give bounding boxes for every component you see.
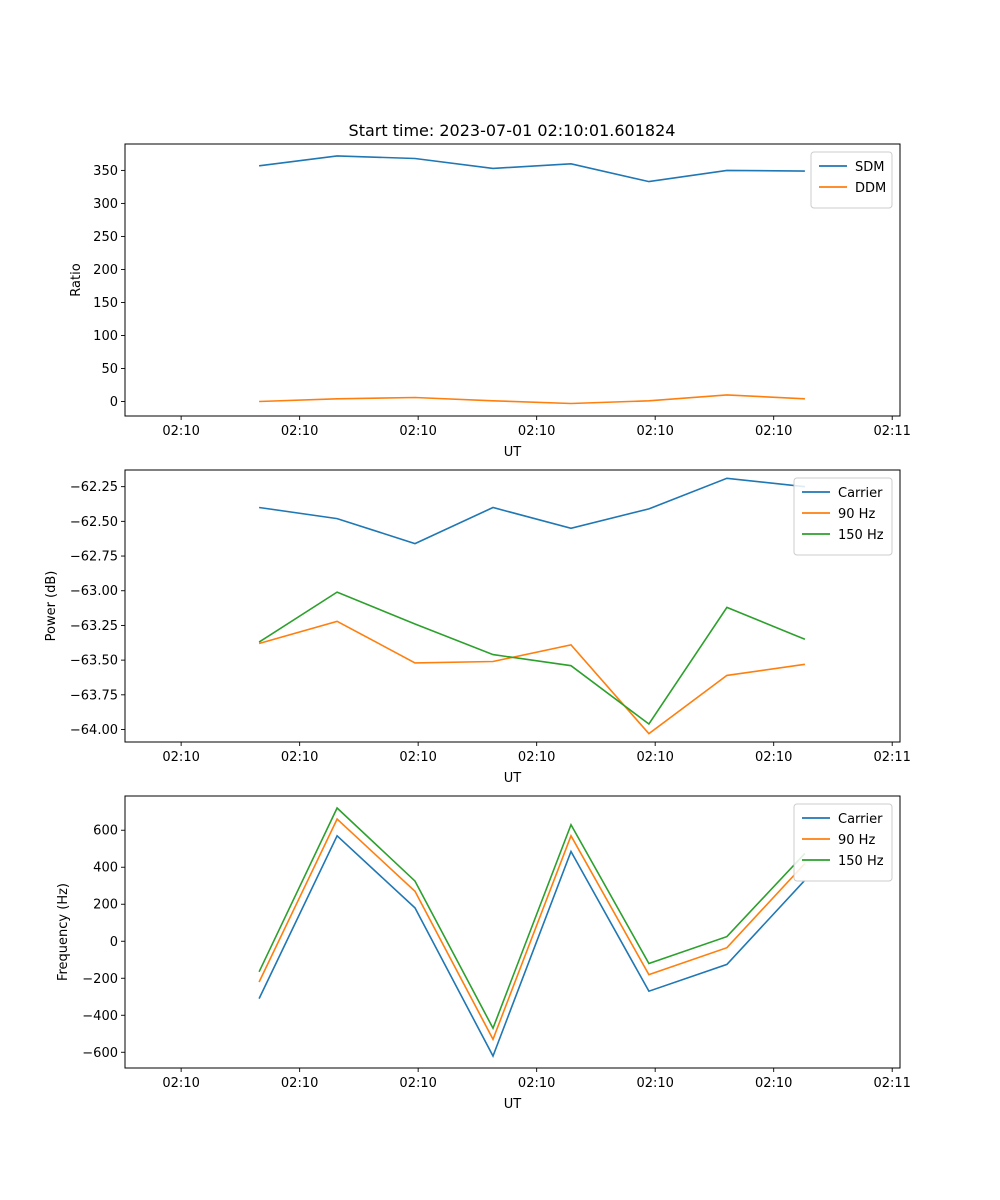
series-line-ddm	[259, 394, 805, 405]
x-tick-label: 02:10	[636, 1076, 673, 1091]
series-line-sdm	[258, 155, 805, 183]
x-axis-label: UT	[504, 445, 522, 460]
x-tick-label: 02:10	[636, 424, 673, 439]
y-tick-label: 350	[93, 164, 118, 179]
x-tick-label: 02:10	[518, 750, 555, 765]
x-tick-label: 02:10	[281, 424, 318, 439]
series-line-carrier	[258, 477, 805, 545]
y-tick-label: −400	[82, 1009, 118, 1024]
x-tick-label: 02:10	[162, 424, 199, 439]
x-tick-label: 02:10	[399, 424, 436, 439]
series-line-150-hz	[258, 591, 806, 726]
y-tick-label: 400	[93, 861, 118, 876]
y-axis-label: Frequency (Hz)	[56, 883, 71, 981]
x-tick-label: 02:10	[518, 1076, 555, 1091]
legend-label-sdm: SDM	[855, 160, 884, 175]
legend-box	[793, 477, 893, 556]
x-tick-label: 02:11	[873, 1076, 910, 1091]
x-tick-label: 02:10	[162, 1076, 199, 1091]
series-line-90-hz	[258, 620, 806, 735]
legend-label-carrier: Carrier	[838, 812, 883, 827]
y-tick-label: −200	[82, 972, 118, 987]
axes-frame	[124, 143, 901, 417]
x-tick-label: 02:10	[636, 750, 673, 765]
x-tick-label: 02:10	[162, 750, 199, 765]
x-tick-label: 02:10	[755, 1076, 792, 1091]
legend-label-150-hz: 150 Hz	[838, 854, 884, 869]
y-axis-label: Ratio	[69, 263, 84, 296]
legend-label-ddm: DDM	[855, 181, 886, 196]
y-tick-label: −62.25	[70, 480, 118, 495]
axes-frame	[124, 795, 901, 1069]
series-line-150-hz	[258, 806, 806, 1031]
y-tick-label: 300	[93, 197, 118, 212]
x-axis-label: UT	[504, 771, 522, 786]
series-line-carrier	[258, 834, 806, 1058]
axes-frame	[124, 469, 901, 743]
y-axis-label: Power (dB)	[44, 571, 59, 642]
x-tick-label: 02:10	[399, 1076, 436, 1091]
x-tick-label: 02:10	[518, 424, 555, 439]
y-tick-label: 250	[93, 230, 118, 245]
legend-box	[793, 803, 893, 882]
x-tick-label: 02:10	[281, 1076, 318, 1091]
y-tick-label: −63.00	[70, 584, 118, 599]
y-tick-label: −600	[82, 1046, 118, 1061]
y-tick-label: −63.75	[70, 688, 118, 703]
legend-label-90-hz: 90 Hz	[838, 833, 875, 848]
chart-title: Start time: 2023-07-01 02:10:01.601824	[349, 121, 676, 140]
y-tick-label: −64.00	[70, 723, 118, 738]
x-tick-label: 02:10	[399, 750, 436, 765]
y-tick-label: −62.75	[70, 550, 118, 565]
x-tick-label: 02:11	[873, 424, 910, 439]
x-axis-label: UT	[504, 1097, 522, 1112]
y-tick-label: 0	[110, 395, 118, 410]
y-tick-label: 0	[110, 935, 118, 950]
y-tick-label: 150	[93, 296, 118, 311]
series-line-90-hz	[258, 817, 806, 1042]
y-tick-label: −62.50	[70, 515, 118, 530]
x-tick-label: 02:10	[755, 424, 792, 439]
y-tick-label: −63.50	[70, 654, 118, 669]
legend-label-carrier: Carrier	[838, 486, 883, 501]
x-tick-label: 02:11	[873, 750, 910, 765]
x-tick-label: 02:10	[281, 750, 318, 765]
y-tick-label: 600	[93, 824, 118, 839]
legend-label-90-hz: 90 Hz	[838, 507, 875, 522]
x-tick-label: 02:10	[755, 750, 792, 765]
y-tick-label: −63.25	[70, 619, 118, 634]
y-tick-label: 100	[93, 329, 118, 344]
y-tick-label: 50	[101, 362, 118, 377]
y-tick-label: 200	[93, 263, 118, 278]
y-tick-label: 200	[93, 898, 118, 913]
legend-label-150-hz: 150 Hz	[838, 528, 884, 543]
